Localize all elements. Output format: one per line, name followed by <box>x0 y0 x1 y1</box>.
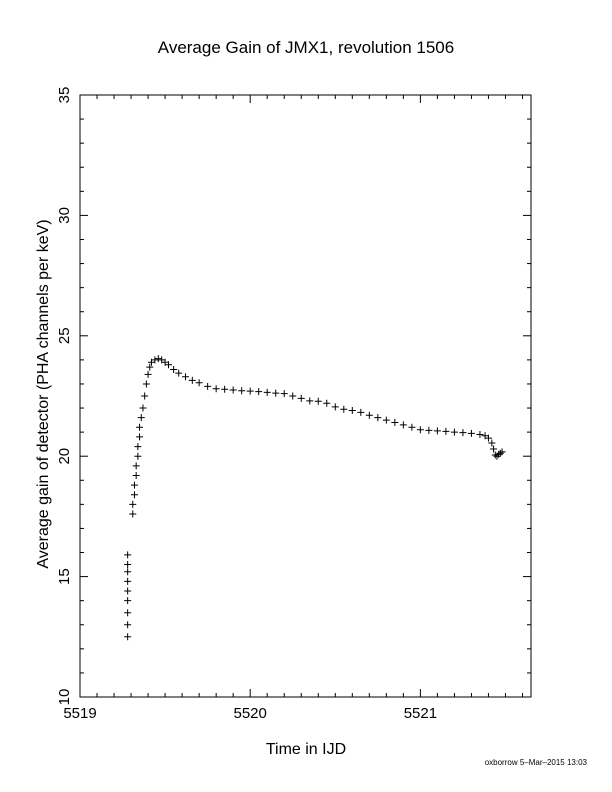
data-point-marker <box>137 414 145 422</box>
data-point-marker <box>142 380 150 388</box>
axis-ticks <box>79 94 531 698</box>
data-point-marker <box>212 385 220 393</box>
data-point-marker <box>238 387 246 395</box>
x-tick-label: 5520 <box>234 705 267 722</box>
data-point-marker <box>132 471 140 479</box>
y-tick-label: 30 <box>56 207 73 224</box>
data-point-marker <box>348 406 356 414</box>
data-point-marker <box>263 388 271 396</box>
data-point-marker <box>450 428 458 436</box>
data-point-marker <box>139 404 147 412</box>
data-point-marker <box>124 577 132 585</box>
chart-title: Average Gain of JMX1, revolution 1506 <box>158 38 454 57</box>
data-point-marker <box>146 363 154 371</box>
data-point-marker <box>357 408 365 416</box>
data-point-marker <box>130 491 138 499</box>
y-tick-label: 10 <box>56 689 73 706</box>
data-point-marker <box>141 392 149 400</box>
data-point-marker <box>314 397 322 405</box>
data-point-marker <box>124 633 132 641</box>
data-point-marker <box>496 449 504 457</box>
data-point-marker <box>195 379 203 387</box>
y-tick-label: 15 <box>56 568 73 585</box>
data-point-marker <box>476 431 484 439</box>
data-point-marker <box>255 388 263 396</box>
data-point-marker <box>144 370 152 378</box>
data-point-marker <box>130 481 138 489</box>
data-point-marker <box>175 369 183 377</box>
data-point-marker <box>221 385 229 393</box>
data-point-marker <box>306 397 314 405</box>
data-point-marker <box>204 382 212 390</box>
data-point-marker <box>433 427 441 435</box>
data-point-marker <box>124 609 132 617</box>
data-point-marker <box>488 439 496 447</box>
x-tick-label: 5521 <box>404 705 437 722</box>
data-point-marker <box>134 452 142 460</box>
data-point-marker <box>391 418 399 426</box>
data-point-marker <box>154 355 162 363</box>
data-point-marker <box>170 366 178 374</box>
data-points <box>124 355 506 641</box>
axis-tick-labels: 5519 5520 5521 10 15 20 25 30 35 <box>56 87 437 722</box>
data-point-marker <box>188 376 196 384</box>
y-tick-label: 20 <box>56 448 73 465</box>
data-point-marker <box>491 451 499 459</box>
data-point-marker <box>331 403 339 411</box>
data-point-marker <box>459 429 467 437</box>
data-point-marker <box>280 390 288 398</box>
data-point-marker <box>484 434 492 442</box>
y-tick-label: 25 <box>56 327 73 344</box>
data-point-marker <box>246 387 254 395</box>
data-point-marker <box>323 399 331 407</box>
data-point-marker <box>425 426 433 434</box>
data-point-marker <box>374 414 382 422</box>
data-point-marker <box>442 427 450 435</box>
data-point-marker <box>272 389 280 397</box>
footer-credit: oxborrow 5–Mar–2015 13:03 <box>485 758 588 767</box>
data-point-marker <box>129 510 137 518</box>
y-tick-label: 35 <box>56 87 73 104</box>
data-point-marker <box>365 411 373 419</box>
data-point-marker <box>467 429 475 437</box>
data-point-marker <box>289 392 297 400</box>
plot-frame <box>79 94 532 698</box>
data-point-marker <box>340 405 348 413</box>
data-point-marker <box>124 621 132 629</box>
data-point-marker <box>124 568 132 576</box>
data-point-marker <box>416 426 424 434</box>
data-point-marker <box>124 587 132 595</box>
data-point-marker <box>229 386 237 394</box>
data-point-marker <box>382 416 390 424</box>
data-point-marker <box>408 423 416 431</box>
data-point-marker <box>129 500 137 508</box>
data-point-marker <box>124 551 132 559</box>
x-tick-label: 5519 <box>63 705 96 722</box>
x-axis-label: Time in IJD <box>266 741 346 758</box>
y-axis-label: Average gain of detector (PHA channels p… <box>35 219 52 568</box>
data-point-marker <box>182 373 190 381</box>
data-point-marker <box>124 597 132 605</box>
data-point-marker <box>399 421 407 429</box>
data-point-marker <box>490 445 498 453</box>
data-point-marker <box>151 356 159 364</box>
data-point-marker <box>136 423 144 431</box>
data-point-marker <box>164 361 172 369</box>
data-point-marker <box>134 443 142 451</box>
data-point-marker <box>297 394 305 402</box>
data-point-marker <box>124 561 132 569</box>
data-point-marker <box>136 433 144 441</box>
data-point-marker <box>132 462 140 470</box>
data-point-marker <box>498 448 506 456</box>
